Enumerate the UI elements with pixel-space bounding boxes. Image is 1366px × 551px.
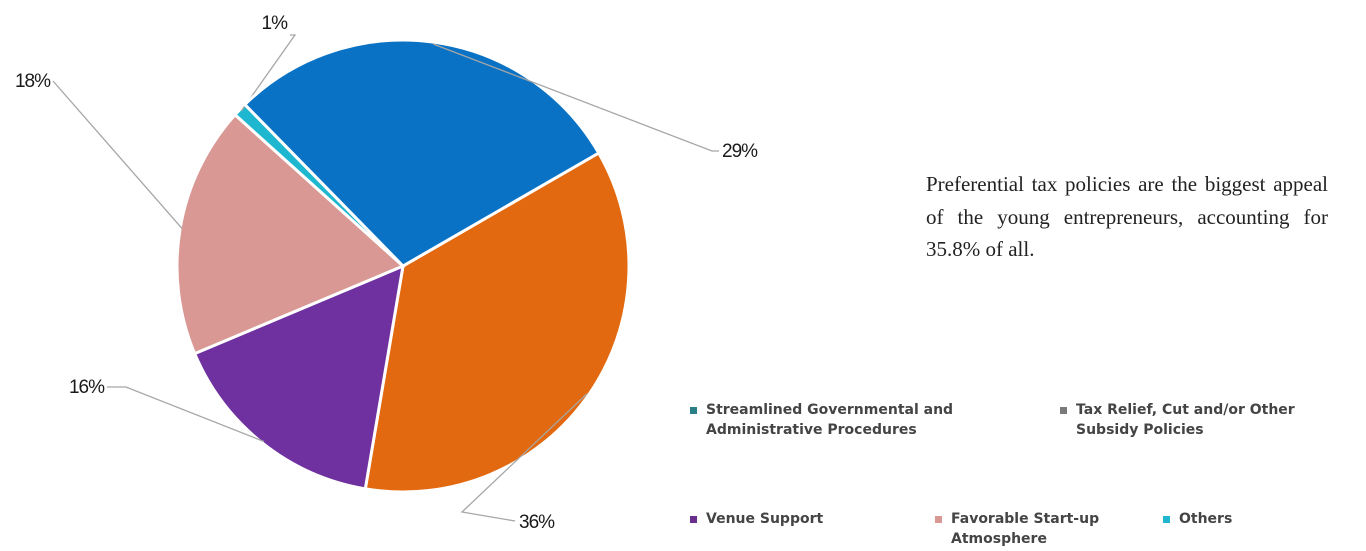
legend-label: Favorable Start-up Atmosphere xyxy=(951,511,1100,547)
pie-slice-1 xyxy=(192,263,405,491)
leader-line-0 xyxy=(460,393,588,522)
legend-item-streamlined-procedures: Streamlined Governmental and Administrat… xyxy=(690,400,953,440)
legend-label: Venue Support xyxy=(706,511,824,527)
legend-label: Others xyxy=(1179,511,1233,527)
legend-swatch xyxy=(1163,516,1170,523)
legend-item-venue-support: Venue Support xyxy=(690,509,823,529)
legend-swatch xyxy=(935,516,942,523)
legend-swatch xyxy=(1060,407,1067,414)
leader-line-3 xyxy=(240,34,297,112)
legend-item-favorable-atmosphere: Favorable Start-up Atmosphere xyxy=(935,509,1099,549)
legend-swatch xyxy=(690,407,697,414)
pie-slice-0 xyxy=(363,150,631,494)
data-label-2: 18% xyxy=(15,71,51,92)
legend-item-others: Others xyxy=(1163,509,1232,529)
leader-line-1 xyxy=(107,386,265,443)
data-label-3: 1% xyxy=(262,13,289,34)
pie-slice-2 xyxy=(175,112,406,356)
legend-label: Streamlined Governmental and Administrat… xyxy=(706,402,954,438)
data-label-1: 16% xyxy=(69,377,105,398)
legend-item-tax-relief: Tax Relief, Cut and/or Other Subsidy Pol… xyxy=(1060,400,1295,440)
data-label-0: 36% xyxy=(519,512,555,533)
leader-line-4 xyxy=(433,43,719,152)
caption-text: Preferential tax policies are the bigges… xyxy=(926,172,1328,261)
legend-label: Tax Relief, Cut and/or Other Subsidy Pol… xyxy=(1076,402,1295,438)
data-label-4: 29% xyxy=(722,141,758,162)
leader-line-2 xyxy=(52,80,183,230)
legend-swatch xyxy=(690,516,697,523)
pie-chart: 36% 16% 18% 1% 29% xyxy=(15,13,759,533)
pie-slice-4 xyxy=(242,38,601,268)
